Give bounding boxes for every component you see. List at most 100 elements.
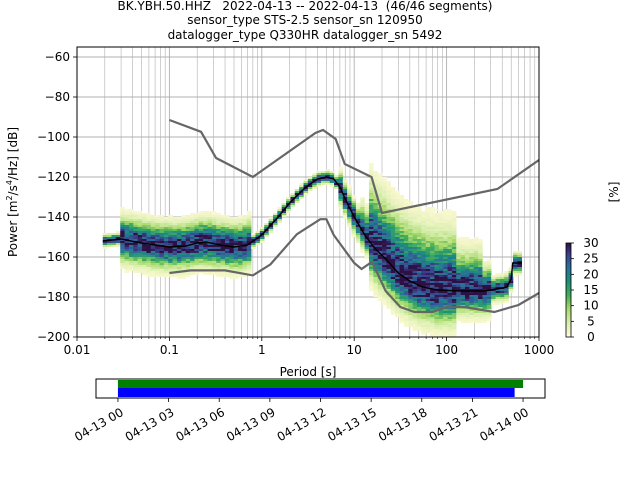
heatmap-cell [434, 263, 440, 265]
heatmap-cell [194, 265, 200, 267]
heatmap-cell [238, 267, 243, 269]
heatmap-cell [408, 229, 413, 231]
heatmap-cell [421, 245, 426, 247]
heatmap-cell [390, 257, 396, 259]
heatmap-cell [185, 227, 191, 229]
heatmap-cell [277, 211, 282, 213]
heatmap-cell [120, 219, 125, 221]
heatmap-cell [286, 209, 291, 211]
heatmap-cell [451, 239, 457, 241]
heatmap-cell [120, 215, 125, 217]
heatmap-cell [464, 315, 470, 317]
heatmap-cell [373, 241, 378, 243]
heatmap-cell [403, 259, 409, 261]
heatmap-cell [464, 259, 470, 261]
heatmap-cell [403, 321, 409, 323]
heatmap-cell [159, 229, 165, 231]
heatmap-cell [425, 219, 431, 221]
heatmap-cell [203, 251, 208, 253]
heatmap-cell [233, 231, 239, 233]
heatmap-cell [482, 281, 488, 283]
heatmap-cell [194, 227, 200, 229]
heatmap-cell [425, 313, 431, 315]
heatmap-cell [172, 275, 178, 277]
heatmap-cell [395, 305, 400, 307]
heatmap-cell [181, 267, 186, 269]
heatmap-cell [368, 255, 374, 257]
heatmap-cell [159, 275, 165, 277]
heatmap-cell [460, 271, 466, 273]
heatmap-cell [238, 237, 243, 239]
heatmap-cell [434, 217, 440, 219]
heatmap-cell [307, 177, 313, 179]
heatmap-cell [102, 239, 108, 241]
heatmap-cell [242, 265, 248, 267]
heatmap-cell [368, 269, 374, 271]
heatmap-cell [102, 245, 108, 247]
heatmap-cell [377, 263, 383, 265]
heatmap-cell [408, 247, 413, 249]
heatmap-cell [469, 245, 474, 247]
heatmap-cell [137, 211, 143, 213]
heatmap-cell [430, 273, 435, 275]
heatmap-cell [198, 227, 204, 229]
heatmap-cell [421, 333, 426, 335]
heatmap-cell [168, 223, 173, 225]
heatmap-cell [368, 227, 374, 229]
heatmap-cell [120, 241, 125, 243]
heatmap-cell [438, 239, 444, 241]
heatmap-cell [447, 231, 453, 233]
heatmap-cell [386, 299, 392, 301]
heatmap-cell [176, 233, 182, 235]
heatmap-cell [120, 227, 125, 229]
heatmap-cell [460, 301, 466, 303]
heatmap-cell [416, 227, 422, 229]
heatmap-cell [517, 257, 523, 259]
heatmap-cell [133, 235, 138, 237]
heatmap-cell [360, 209, 365, 211]
heatmap-cell [482, 269, 488, 271]
heatmap-cell [499, 275, 505, 277]
heatmap-cell [316, 183, 322, 185]
heatmap-cell [233, 275, 239, 277]
heatmap-cell [469, 241, 474, 243]
heatmap-cell [443, 333, 448, 335]
heatmap-cell [168, 261, 173, 263]
heatmap-cell [416, 209, 422, 211]
heatmap-cell [434, 267, 440, 269]
heatmap-cell [390, 249, 396, 251]
heatmap-cell [377, 185, 383, 187]
heatmap-cell [216, 221, 221, 223]
heatmap-cell [434, 241, 440, 243]
heatmap-cell [286, 197, 291, 199]
heatmap-cell [478, 239, 483, 241]
heatmap-cell [111, 243, 117, 245]
heatmap-cell [163, 261, 169, 263]
heatmap-cell [120, 263, 125, 265]
heatmap-cell [399, 255, 405, 257]
heatmap-cell [430, 313, 435, 315]
heatmap-cell [190, 221, 195, 223]
heatmap-cell [434, 245, 440, 247]
heatmap-cell [416, 221, 422, 223]
heatmap-cell [211, 211, 217, 213]
heatmap-cell [373, 173, 378, 175]
heatmap-cell [464, 255, 470, 257]
heatmap-cell [421, 223, 426, 225]
heatmap-cell [373, 261, 378, 263]
heatmap-cell [399, 321, 405, 323]
heatmap-cell [128, 243, 134, 245]
heatmap-cell [142, 255, 147, 257]
heatmap-cell [373, 273, 378, 275]
heatmap-cell [395, 285, 400, 287]
heatmap-cell [395, 263, 400, 265]
heatmap-cell [137, 239, 143, 241]
heatmap-cell [512, 275, 518, 277]
heatmap-cell [395, 221, 400, 223]
heatmap-cell [220, 231, 226, 233]
heatmap-cell [155, 257, 160, 259]
heatmap-cell [172, 255, 178, 257]
heatmap-cell [412, 289, 418, 291]
heatmap-cell [403, 305, 409, 307]
heatmap-cell [382, 247, 387, 249]
